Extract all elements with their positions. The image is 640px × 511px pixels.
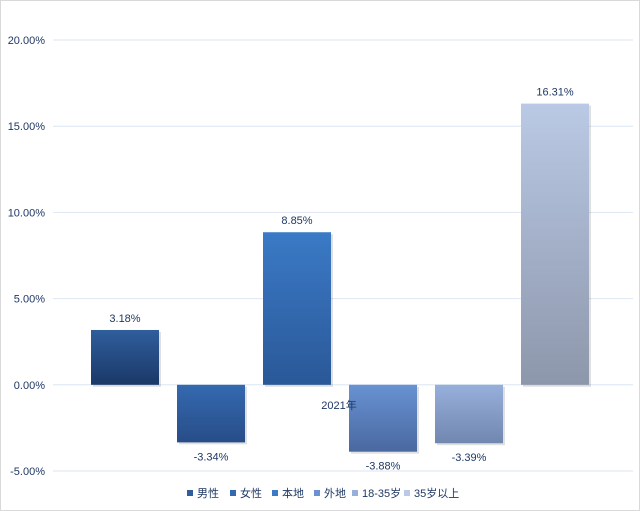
legend-label: 女性 [240, 486, 262, 500]
y-tick-label: 10.00% [8, 207, 46, 219]
bar [263, 232, 331, 385]
legend-swatch [314, 490, 320, 496]
bar [177, 384, 245, 443]
data-label: -3.39% [452, 452, 487, 464]
legend-label: 男性 [197, 486, 219, 500]
y-tick-label: 0.00% [14, 380, 45, 392]
y-tick-label: 15.00% [8, 121, 46, 133]
y-tick-label: -5.00% [10, 466, 45, 478]
data-label: 8.85% [281, 215, 312, 227]
bar [91, 329, 159, 385]
legend-swatch [272, 490, 278, 496]
x-category-label: 2021年 [321, 398, 356, 412]
data-label: -3.34% [194, 451, 229, 463]
data-label: 16.31% [536, 87, 574, 99]
bar [349, 384, 417, 452]
bar [435, 384, 503, 444]
y-tick-label: 20.00% [8, 35, 46, 47]
legend-label: 35岁以上 [414, 486, 459, 500]
legend-label: 18-35岁 [362, 486, 401, 500]
legend-label: 本地 [282, 486, 304, 500]
legend-swatch [230, 490, 236, 496]
legend-swatch [404, 490, 410, 496]
legend-label: 外地 [324, 487, 346, 500]
data-label: -3.88% [366, 461, 401, 473]
y-tick-label: 5.00% [14, 294, 45, 306]
legend-swatch [352, 490, 358, 496]
legend-swatch [187, 490, 193, 496]
data-label: 3.18% [109, 313, 140, 325]
bar [521, 103, 589, 385]
